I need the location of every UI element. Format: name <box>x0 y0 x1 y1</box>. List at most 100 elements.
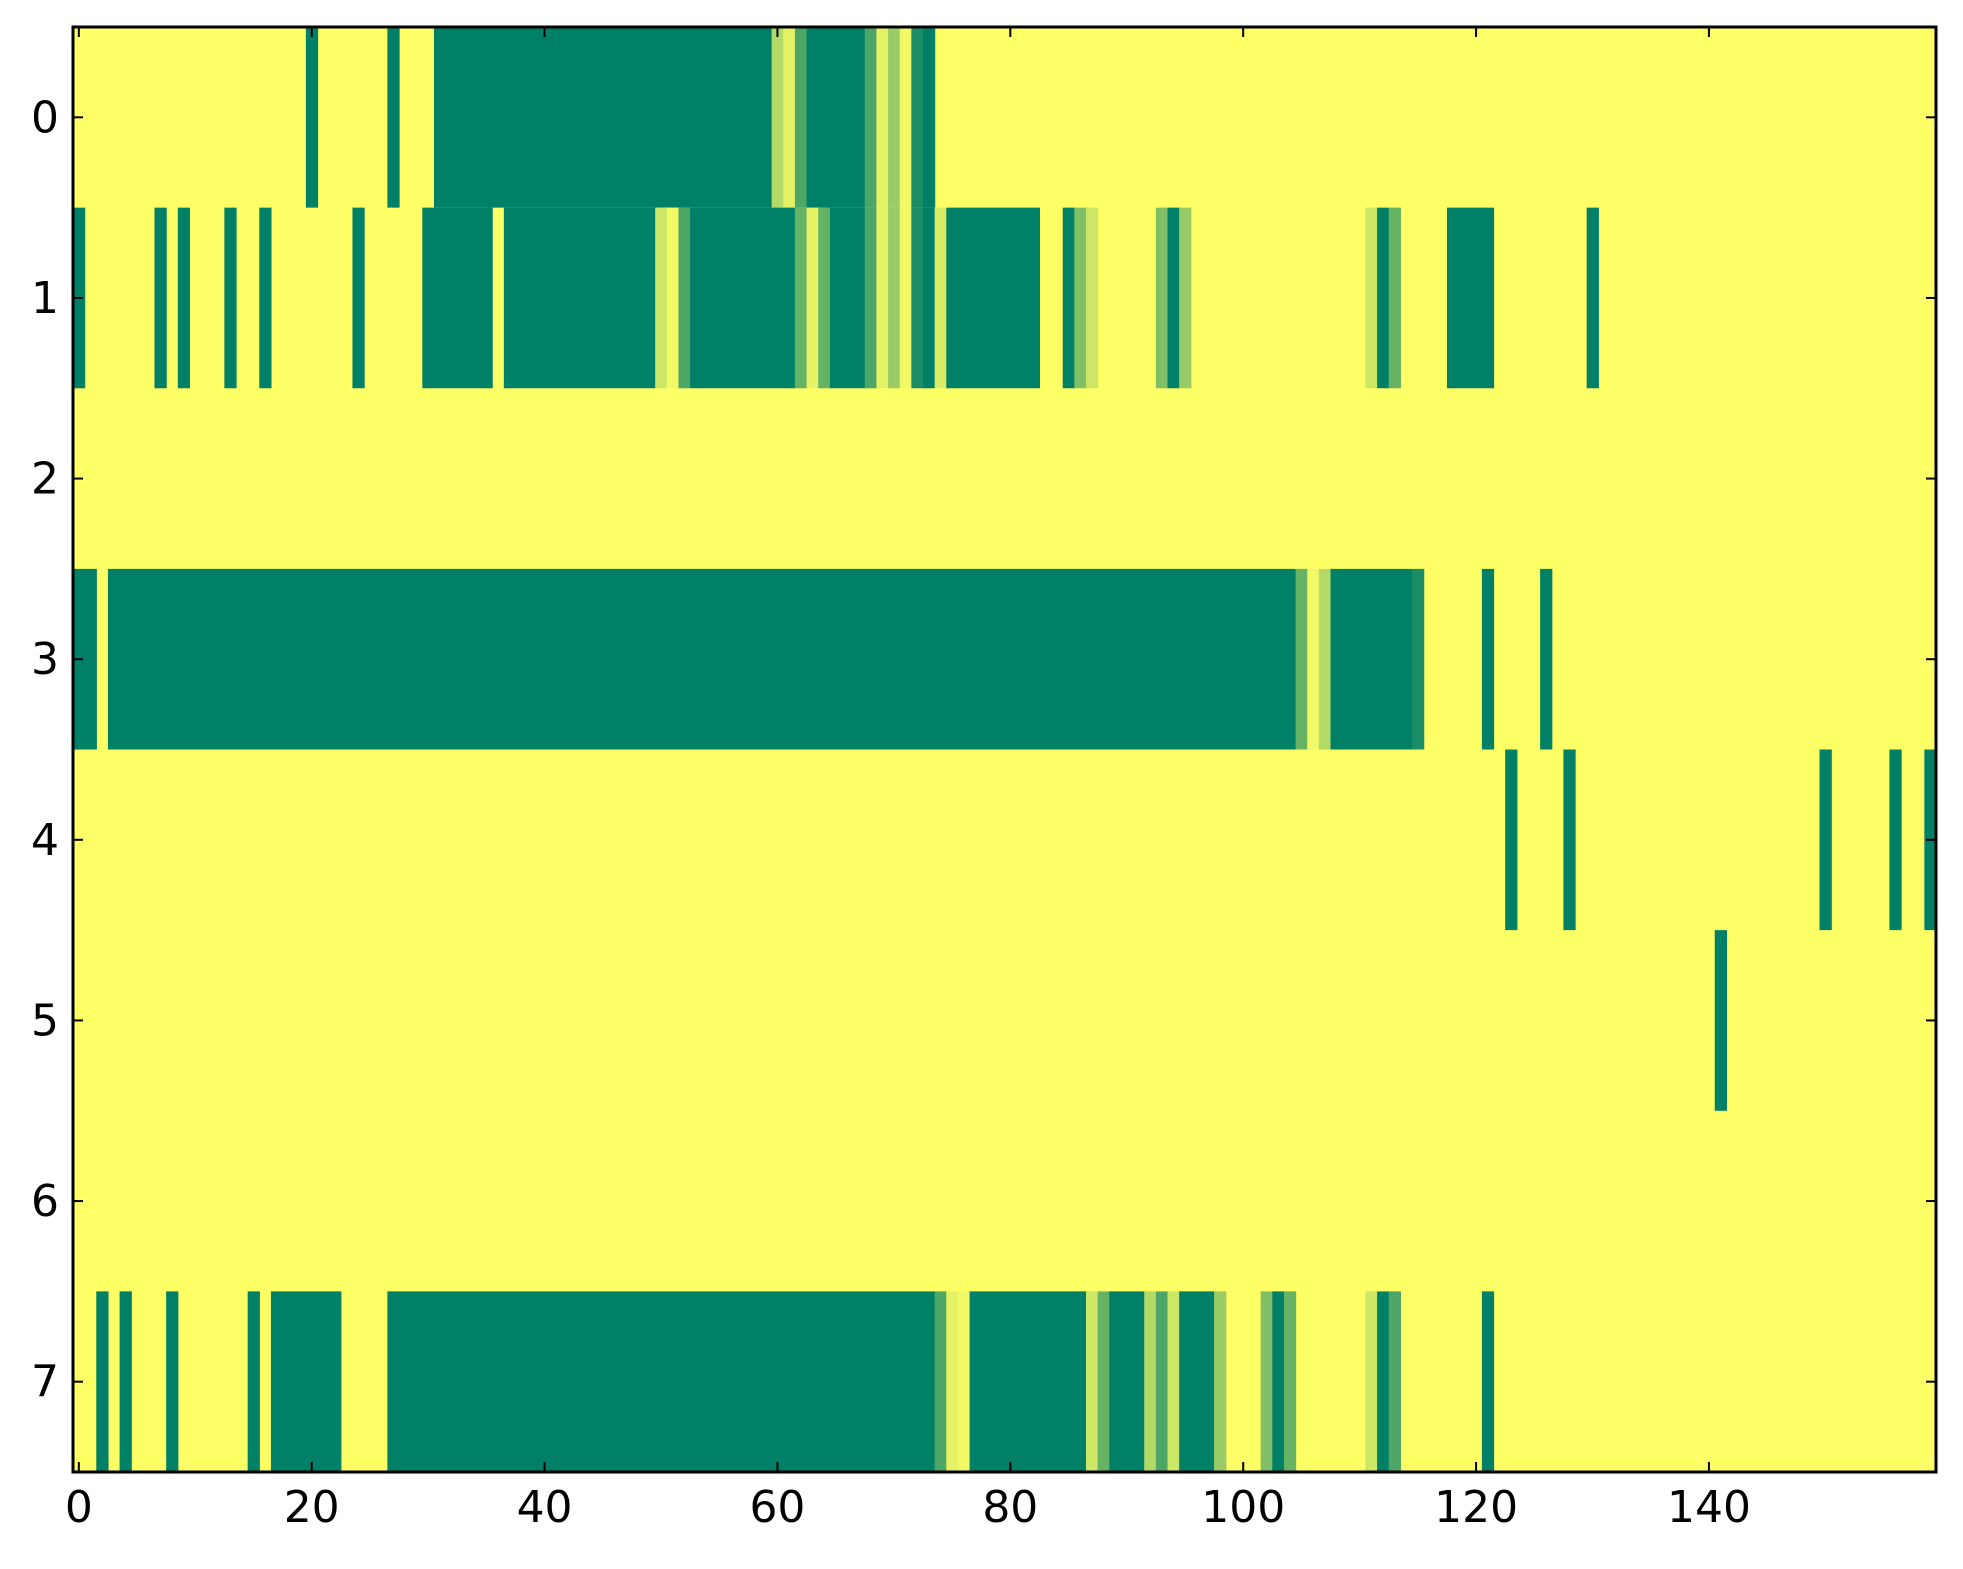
heatmap-cell <box>818 207 831 389</box>
heatmap-cell <box>934 207 947 389</box>
heatmap-cell <box>888 207 901 389</box>
heatmap-cell <box>1365 1291 1378 1473</box>
heatmap-cell <box>270 1291 342 1473</box>
heatmap-cell <box>1412 568 1425 750</box>
heatmap-cell <box>1505 749 1518 931</box>
y-tick-label: 2 <box>31 454 59 505</box>
heatmap-cell <box>771 27 784 208</box>
heatmap-cell <box>1155 1291 1169 1473</box>
heatmap-cell <box>1586 207 1599 389</box>
plot-frame <box>71 25 1938 1474</box>
y-tick-label: 7 <box>31 1357 59 1408</box>
heatmap-cell <box>922 27 936 208</box>
heatmap-cell <box>1819 749 1832 931</box>
heatmap-cell <box>166 1291 179 1473</box>
heatmap-cell <box>154 207 167 389</box>
heatmap-cell <box>1365 207 1378 389</box>
heatmap-cell <box>1377 1291 1390 1473</box>
heatmap-cell <box>1179 207 1192 389</box>
heatmap-cell <box>224 207 237 389</box>
heatmap-cell <box>1109 1291 1145 1473</box>
heatmap-cell <box>957 1291 971 1473</box>
heatmap-cell <box>1307 568 1320 750</box>
heatmap-cell <box>1388 207 1401 389</box>
y-tick-label: 0 <box>31 92 59 143</box>
heatmap-cell <box>1179 1291 1215 1473</box>
axis-ticks <box>73 27 1936 1472</box>
heatmap-cell <box>678 207 691 389</box>
heatmap-cell <box>1540 568 1553 750</box>
heatmap-cell <box>422 207 493 389</box>
heatmap-cell <box>1330 568 1413 750</box>
heatmap-cell <box>864 207 878 389</box>
heatmap-cell <box>899 27 912 208</box>
heatmap-cell <box>876 207 889 389</box>
heatmap-cell <box>1214 1291 1227 1473</box>
heatmap-cell <box>1295 568 1308 750</box>
heatmap-cell <box>1446 207 1495 389</box>
heatmap-cell <box>888 27 901 208</box>
heatmap-cell <box>1889 749 1902 931</box>
heatmap-cell <box>1388 1291 1401 1473</box>
heatmap-cell <box>911 27 924 208</box>
heatmap-cell <box>1260 1291 1273 1473</box>
heatmap-cell <box>899 207 912 389</box>
x-tick-label: 140 <box>1667 1482 1751 1533</box>
heatmap-cell <box>387 27 400 208</box>
x-tick-label: 80 <box>982 1482 1038 1533</box>
heatmap-cell <box>806 27 866 208</box>
heatmap-cell <box>783 27 796 208</box>
heatmap-cell <box>806 207 819 389</box>
heatmap-cell <box>1086 1291 1099 1473</box>
heatmap-cell <box>794 207 808 389</box>
heatmap-cell <box>387 1291 936 1473</box>
heatmap-cell <box>433 27 773 208</box>
x-tick-label: 20 <box>284 1482 340 1533</box>
heatmap-cell <box>1167 207 1180 389</box>
heatmap-cell <box>666 207 680 389</box>
heatmap-cell <box>934 1291 947 1473</box>
x-tick-label: 40 <box>517 1482 573 1533</box>
heatmap-cell <box>1318 568 1332 750</box>
heatmap-cell <box>259 207 272 389</box>
heatmap-cell <box>1481 568 1495 750</box>
heatmap-cell <box>946 207 1041 389</box>
y-tick-label: 3 <box>31 634 59 685</box>
heatmap-cell <box>829 207 866 389</box>
heatmap-cell <box>911 207 924 389</box>
heatmap-cell <box>1481 1291 1495 1473</box>
heatmap-cell <box>1086 207 1099 389</box>
x-tick-label: 60 <box>749 1482 805 1533</box>
heatmap-cell <box>1155 207 1169 389</box>
heatmap-cell <box>177 207 191 389</box>
y-tick-labels: 0 1 2 3 4 5 6 7 <box>31 92 59 1407</box>
heatmap-cell <box>96 1291 109 1473</box>
heatmap-cell <box>1097 1291 1110 1473</box>
heatmap-cell <box>969 1291 1087 1473</box>
heatmap-cell <box>946 1291 959 1473</box>
heatmap-cell <box>1377 207 1390 389</box>
heatmap-cell <box>1062 207 1075 389</box>
y-tick-label: 5 <box>31 995 59 1046</box>
x-tick-label: 120 <box>1434 1482 1518 1533</box>
x-tick-label: 0 <box>65 1482 93 1533</box>
heatmap-cell <box>305 27 319 208</box>
heatmap-cell <box>655 207 668 389</box>
heatmap-cell <box>119 1291 132 1473</box>
heatmap-cell <box>794 27 808 208</box>
heatmap-cell <box>864 27 878 208</box>
heatmap-cell <box>922 207 936 389</box>
heatmap-cell <box>1272 1291 1285 1473</box>
heatmap-cell <box>503 207 656 389</box>
heatmap-cell <box>1144 1291 1157 1473</box>
heatmap-cell <box>352 207 365 389</box>
heatmap-cell <box>1167 1291 1180 1473</box>
heatmap-cell <box>73 568 97 750</box>
y-tick-label: 1 <box>31 273 59 324</box>
heatmap-cell <box>1074 207 1087 389</box>
heatmap-cells <box>73 27 1937 1473</box>
heatmap-cell <box>247 1291 260 1473</box>
heatmap-cell <box>1283 1291 1297 1473</box>
